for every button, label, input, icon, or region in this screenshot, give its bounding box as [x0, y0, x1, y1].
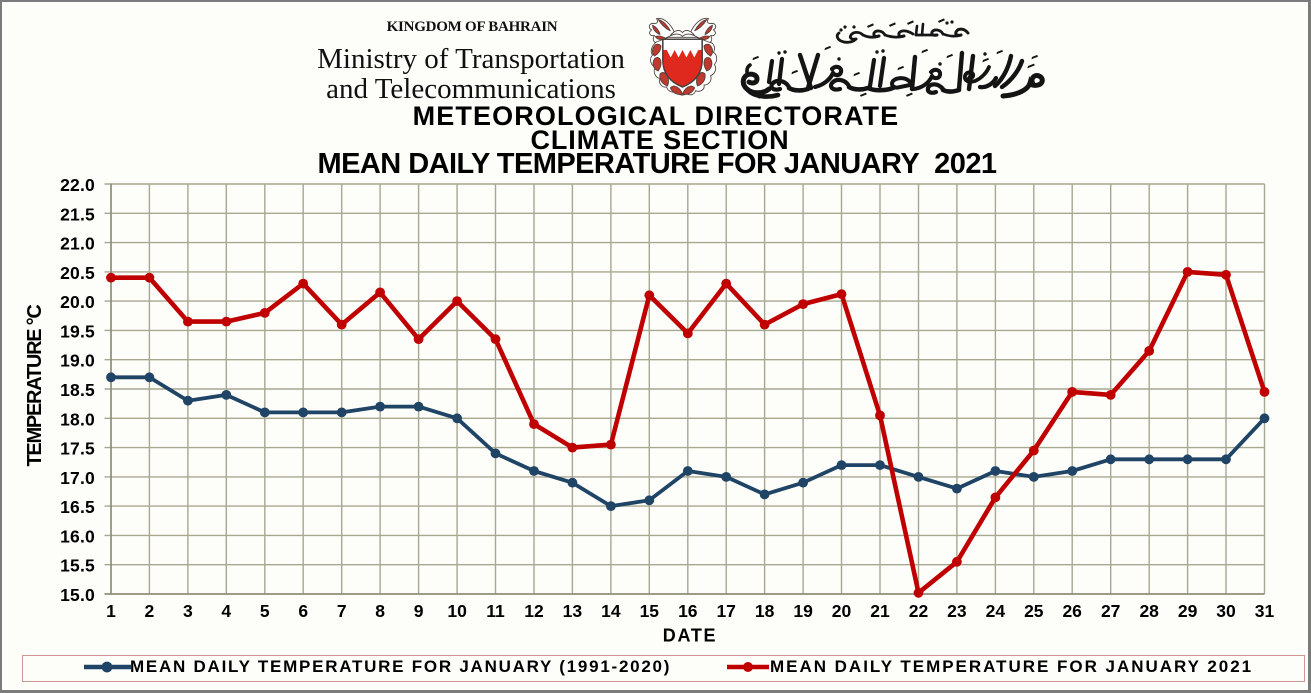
svg-text:28: 28 [1139, 601, 1159, 621]
svg-text:TEMPERATURE °C: TEMPERATURE °C [24, 305, 46, 467]
svg-text:19: 19 [793, 601, 813, 621]
svg-text:19.0: 19.0 [60, 351, 95, 371]
svg-text:18: 18 [755, 601, 775, 621]
svg-text:16: 16 [678, 601, 698, 621]
svg-text:19.5: 19.5 [60, 321, 95, 341]
svg-text:17.5: 17.5 [60, 439, 95, 459]
svg-text:10: 10 [447, 601, 467, 621]
svg-text:21: 21 [870, 601, 890, 621]
svg-text:4: 4 [221, 601, 231, 621]
svg-text:21.5: 21.5 [60, 204, 95, 224]
svg-text:12: 12 [524, 601, 544, 621]
svg-text:24: 24 [986, 601, 1006, 621]
svg-text:25: 25 [1024, 601, 1044, 621]
svg-text:18.0: 18.0 [60, 409, 95, 429]
svg-text:20.5: 20.5 [60, 263, 95, 283]
svg-text:18.5: 18.5 [60, 380, 95, 400]
svg-text:8: 8 [375, 601, 385, 621]
svg-text:2: 2 [145, 601, 155, 621]
svg-text:13: 13 [563, 601, 583, 621]
svg-text:6: 6 [298, 601, 308, 621]
svg-text:15.5: 15.5 [60, 556, 95, 576]
svg-text:11: 11 [486, 601, 505, 621]
svg-text:16.0: 16.0 [60, 526, 95, 546]
svg-text:20.0: 20.0 [60, 292, 95, 312]
svg-text:16.5: 16.5 [60, 497, 95, 517]
svg-text:26: 26 [1062, 601, 1082, 621]
svg-text:22.0: 22.0 [60, 175, 95, 195]
svg-text:DATE: DATE [663, 626, 717, 646]
svg-text:7: 7 [337, 601, 347, 621]
svg-text:15: 15 [640, 601, 660, 621]
svg-text:5: 5 [260, 601, 270, 621]
svg-text:17: 17 [716, 601, 735, 621]
svg-text:23: 23 [947, 601, 967, 621]
svg-text:21.0: 21.0 [60, 234, 95, 254]
svg-text:17.0: 17.0 [60, 468, 95, 488]
svg-text:29: 29 [1178, 601, 1198, 621]
svg-text:9: 9 [414, 601, 424, 621]
svg-text:1: 1 [106, 601, 116, 621]
svg-text:14: 14 [601, 601, 621, 621]
svg-text:22: 22 [909, 601, 929, 621]
svg-text:20: 20 [832, 601, 852, 621]
svg-text:30: 30 [1216, 601, 1236, 621]
svg-text:15.0: 15.0 [60, 585, 95, 605]
svg-text:31: 31 [1255, 601, 1275, 621]
svg-text:3: 3 [183, 601, 193, 621]
svg-text:27: 27 [1101, 601, 1120, 621]
